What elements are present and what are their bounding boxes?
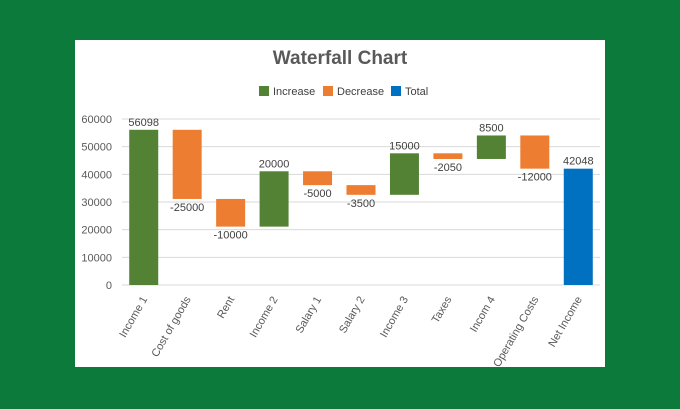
x-tick-label: Income 2: [248, 295, 281, 340]
data-label: -3500: [347, 198, 375, 210]
y-tick-label: 30000: [81, 197, 112, 209]
waterfall-chart: Waterfall Chart Increase Decrease Total 0 10…: [81, 48, 600, 367]
chart-panel: Waterfall Chart Increase Decrease Total 0 10…: [75, 40, 605, 367]
x-tick-label: Incom 4: [468, 295, 498, 335]
y-tick-label: 20000: [81, 225, 112, 237]
data-label: 8500: [479, 122, 503, 134]
x-tick-label: Salary 1: [294, 295, 325, 336]
bar-6: [389, 153, 419, 195]
bar-4: [303, 171, 333, 186]
bar-2: [216, 198, 246, 227]
chart-title: Waterfall Chart: [273, 48, 408, 69]
data-label: -10000: [214, 230, 248, 242]
data-label: 42048: [563, 156, 594, 168]
x-tick-label: Income 3: [378, 295, 411, 340]
legend-swatch-total: [391, 86, 401, 96]
x-tick-label: Cost of goods: [149, 294, 194, 359]
y-tick-label: 40000: [81, 169, 112, 181]
data-label: -12000: [518, 172, 552, 184]
y-tick-label: 10000: [81, 252, 112, 264]
y-tick-label: 50000: [81, 142, 112, 154]
legend-swatch-increase: [259, 86, 269, 96]
bar-5: [346, 185, 376, 195]
bar-9: [520, 135, 550, 169]
x-tick-label: Income 1: [117, 295, 150, 340]
y-tick-label: 0: [106, 280, 112, 292]
legend-label-total: Total: [405, 86, 428, 98]
bar-1: [172, 129, 202, 199]
legend-swatch-decrease: [323, 86, 333, 96]
data-label: -25000: [170, 202, 204, 214]
y-tick-label: 60000: [81, 114, 112, 126]
bar-3: [259, 171, 289, 227]
x-tick-label: Salary 2: [337, 295, 368, 336]
x-tick-label: Operating Costs: [491, 294, 541, 367]
legend-label-increase: Increase: [273, 86, 315, 98]
data-label: 20000: [259, 158, 290, 170]
legend-label-decrease: Decrease: [337, 86, 384, 98]
x-tick-label: Taxes: [430, 294, 455, 325]
x-tick-label: Net Income: [546, 294, 585, 349]
bar-7: [433, 153, 463, 159]
bar-8: [476, 135, 506, 159]
x-tick-label: Rent: [215, 295, 237, 321]
data-label: 56098: [128, 117, 159, 129]
bar-10: [563, 168, 593, 285]
data-label: -2050: [434, 162, 462, 174]
data-label: -5000: [303, 188, 331, 200]
bar-0: [129, 129, 159, 285]
data-label: 15000: [389, 140, 420, 152]
